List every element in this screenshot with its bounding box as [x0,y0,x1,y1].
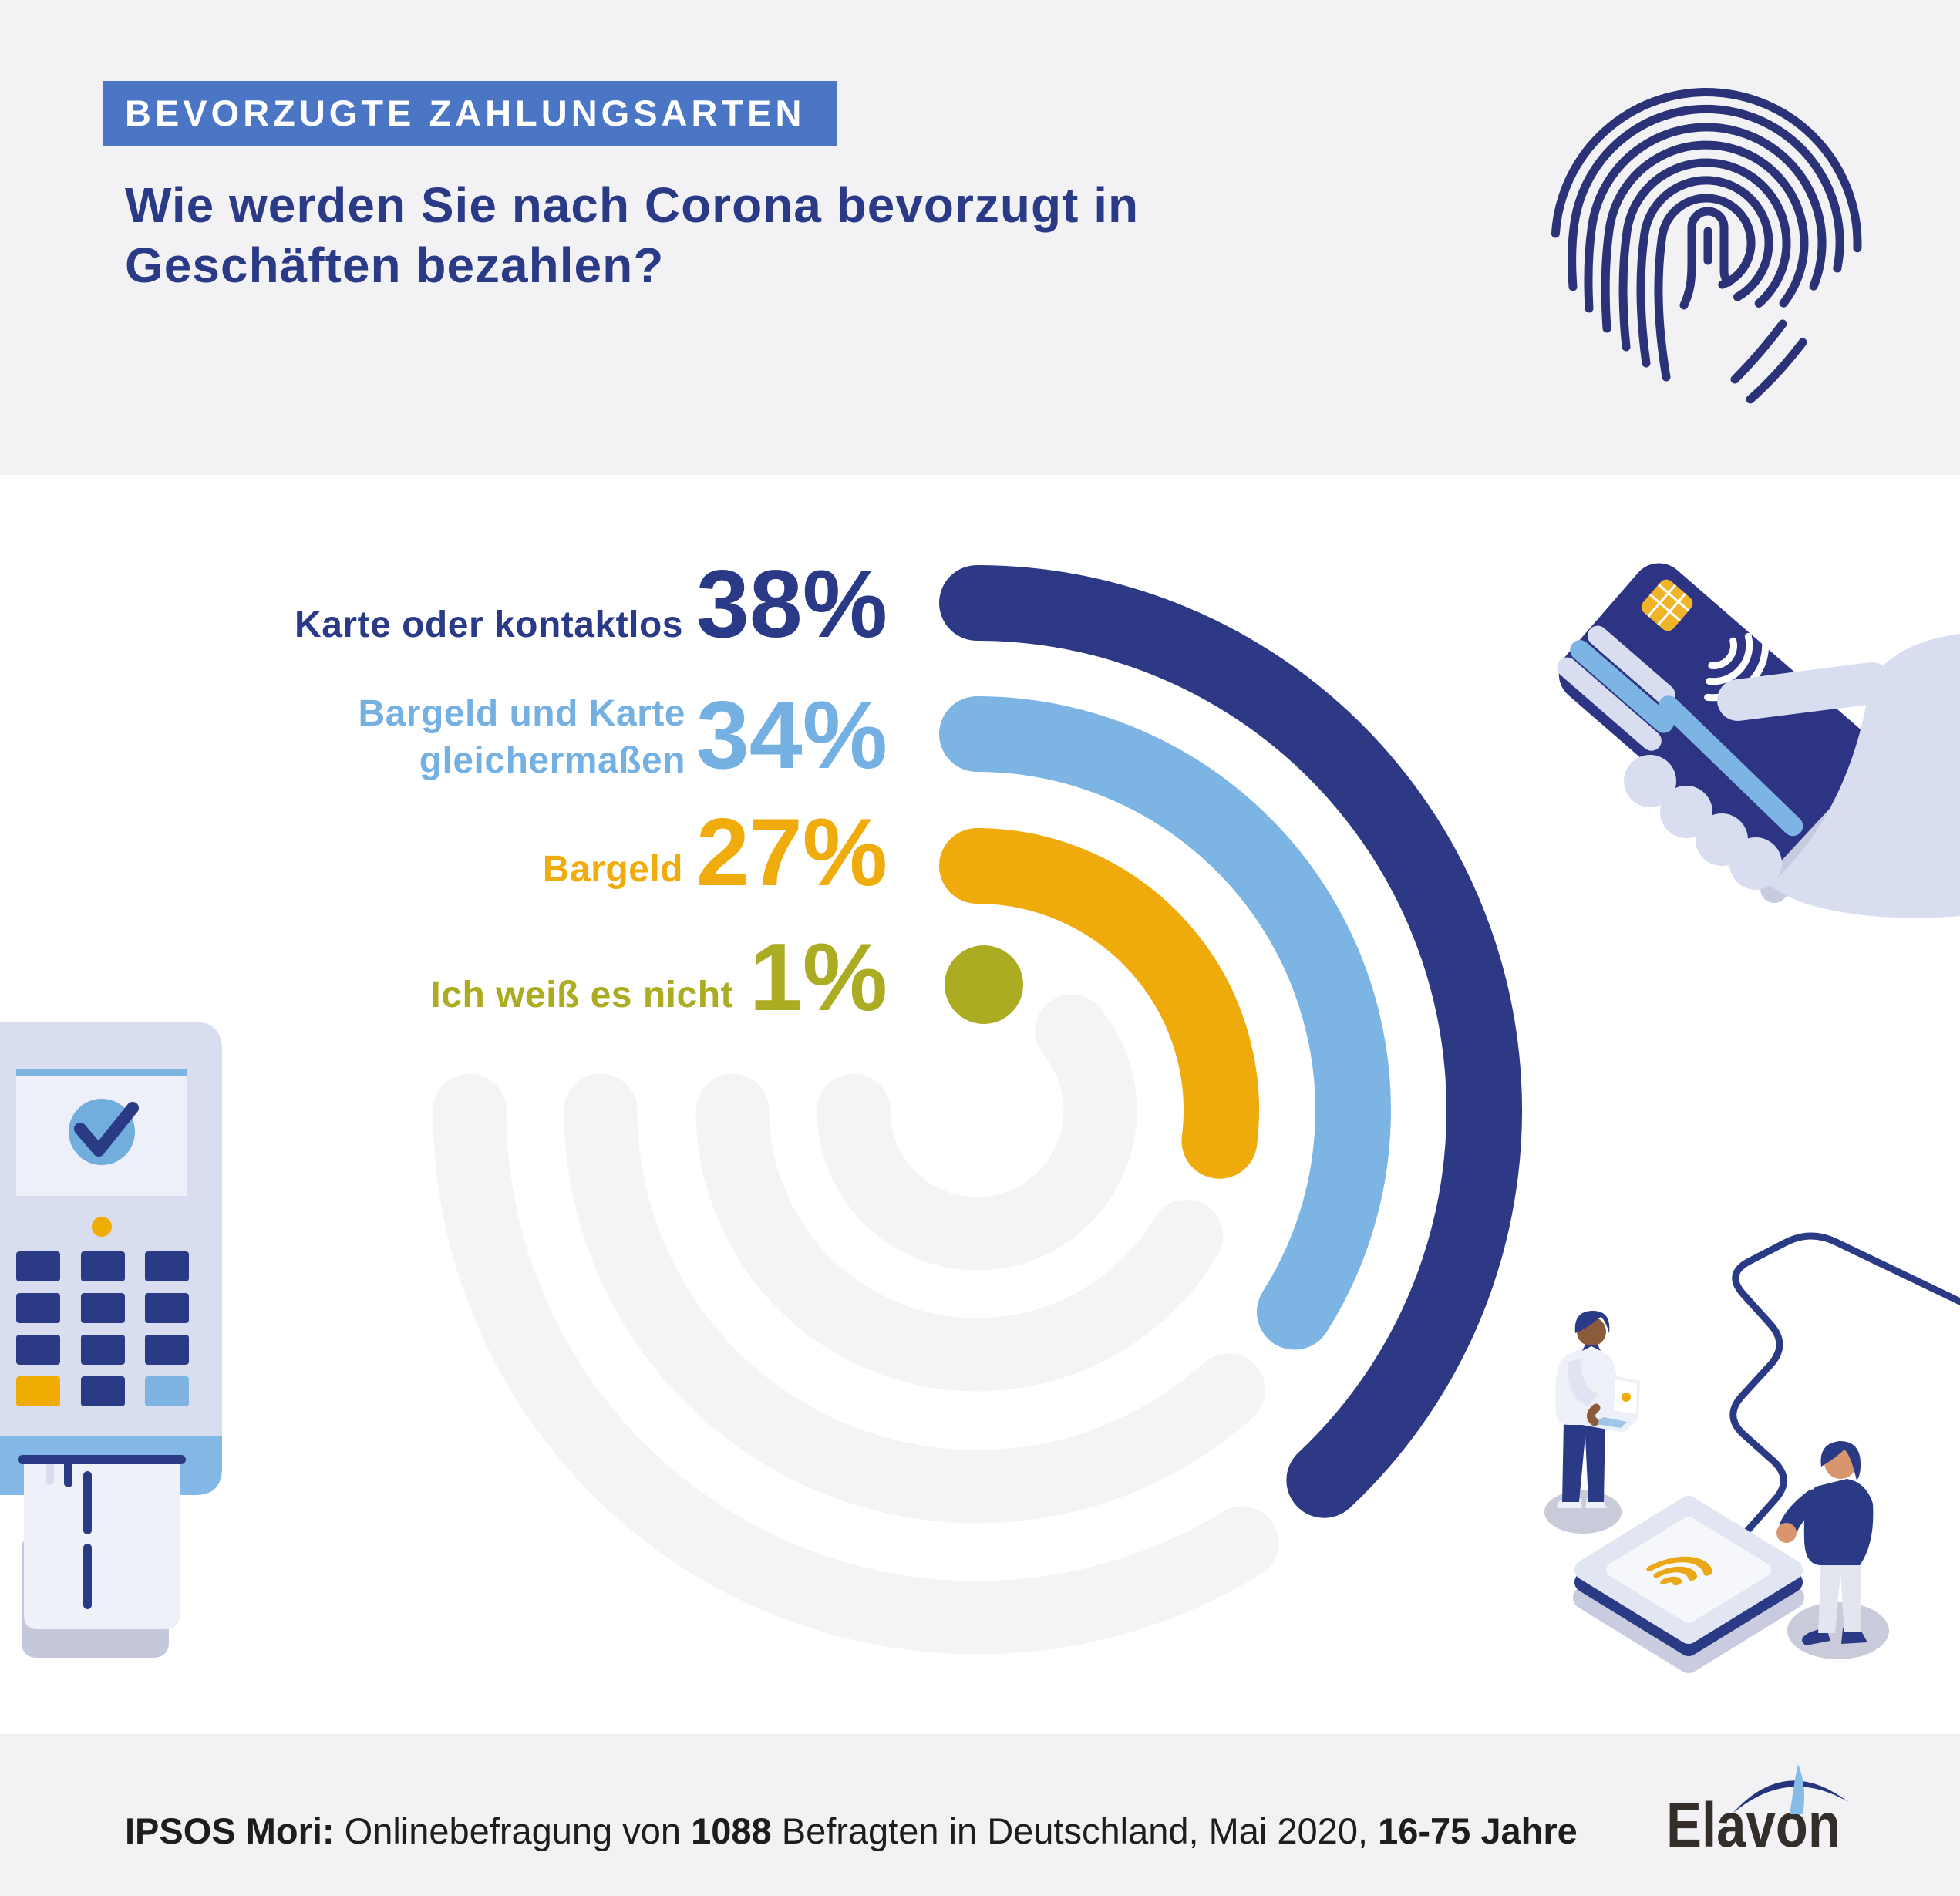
svg-text:Bargeld: Bargeld [543,849,683,890]
svg-text:Elavon: Elavon [1666,1790,1840,1861]
svg-text:1%: 1% [749,924,887,1031]
svg-text:Bargeld und Karte: Bargeld und Karte [358,693,685,734]
svg-text:gleichermaßen: gleichermaßen [419,740,685,781]
svg-text:34%: 34% [696,682,887,789]
svg-text:IPSOS Mori: Onlinebefragung vo: IPSOS Mori: Onlinebefragung von 1088 Bef… [125,1810,1578,1851]
svg-text:38%: 38% [696,551,887,658]
svg-text:Geschäften bezahlen?: Geschäften bezahlen? [125,237,664,293]
svg-text:Ich weiß es nicht: Ich weiß es nicht [430,975,733,1015]
svg-text:Karte oder kontaktlos: Karte oder kontaktlos [295,604,683,645]
svg-text:27%: 27% [696,800,887,906]
svg-text:BEVORZUGTE ZAHLUNGSARTEN: BEVORZUGTE ZAHLUNGSARTEN [125,93,805,133]
svg-text:Wie werden Sie nach Corona bev: Wie werden Sie nach Corona bevorzugt in [125,177,1139,233]
